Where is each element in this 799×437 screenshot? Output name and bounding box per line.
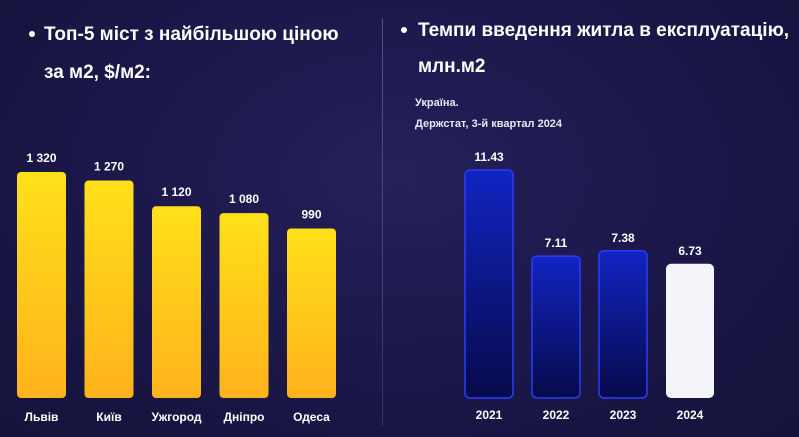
right-chart-title-line1: Темпи введення житла в експлуатацію, bbox=[418, 20, 790, 41]
left-chart-title-line1: Топ-5 міст з найбільшою ціною bbox=[44, 24, 339, 45]
year-label: 2024 bbox=[677, 408, 704, 422]
city-label: Одеса bbox=[293, 410, 330, 424]
housing-value-label: 11.43 bbox=[474, 150, 504, 164]
year-label: 2021 bbox=[476, 408, 503, 422]
left-title-bullet bbox=[29, 31, 35, 37]
housing-value-label: 7.38 bbox=[611, 231, 635, 245]
right-chart-title-line2: млн.м2 bbox=[418, 56, 486, 77]
price-value-label: 1 270 bbox=[94, 160, 124, 174]
right-title-bullet bbox=[401, 27, 407, 33]
city-label: Київ bbox=[96, 410, 121, 424]
city-label: Львів bbox=[25, 410, 59, 424]
left-chart-title-line2: за м2, $/м2: bbox=[44, 62, 152, 83]
price-value-label: 1 320 bbox=[26, 151, 56, 165]
price-value-label: 990 bbox=[301, 208, 321, 222]
housing-chart: 11.43 2021 7.11 2022 7.38 2023 6.73 2024 bbox=[464, 150, 714, 422]
price-bar-5 bbox=[287, 228, 336, 398]
panel-divider bbox=[382, 18, 383, 426]
price-bar-2 bbox=[84, 180, 134, 398]
housing-value-label: 6.73 bbox=[678, 244, 702, 258]
price-chart: 1 320 Львів 1 270 Київ 1 120 Ужгород 1 080 Дніп… bbox=[17, 151, 336, 424]
price-bar-3 bbox=[152, 206, 201, 398]
housing-value-label: 7.11 bbox=[545, 236, 568, 250]
housing-bar-2024 bbox=[666, 263, 714, 398]
housing-bar-2021 bbox=[464, 169, 514, 399]
price-bar-4 bbox=[219, 213, 269, 398]
city-label: Дніпро bbox=[223, 410, 264, 424]
price-bar-1 bbox=[17, 172, 66, 398]
year-label: 2023 bbox=[610, 408, 637, 422]
price-value-label: 1 080 bbox=[229, 192, 259, 206]
city-label: Ужгород bbox=[151, 410, 201, 424]
source-note-line2: Держстат, 3-й квартал 2024 bbox=[415, 118, 563, 130]
housing-bar-2022 bbox=[531, 255, 581, 399]
price-value-label: 1 120 bbox=[161, 185, 191, 199]
housing-bar-2023 bbox=[598, 250, 648, 399]
year-label: 2022 bbox=[543, 408, 570, 422]
source-note-line1: Україна. bbox=[415, 97, 459, 109]
